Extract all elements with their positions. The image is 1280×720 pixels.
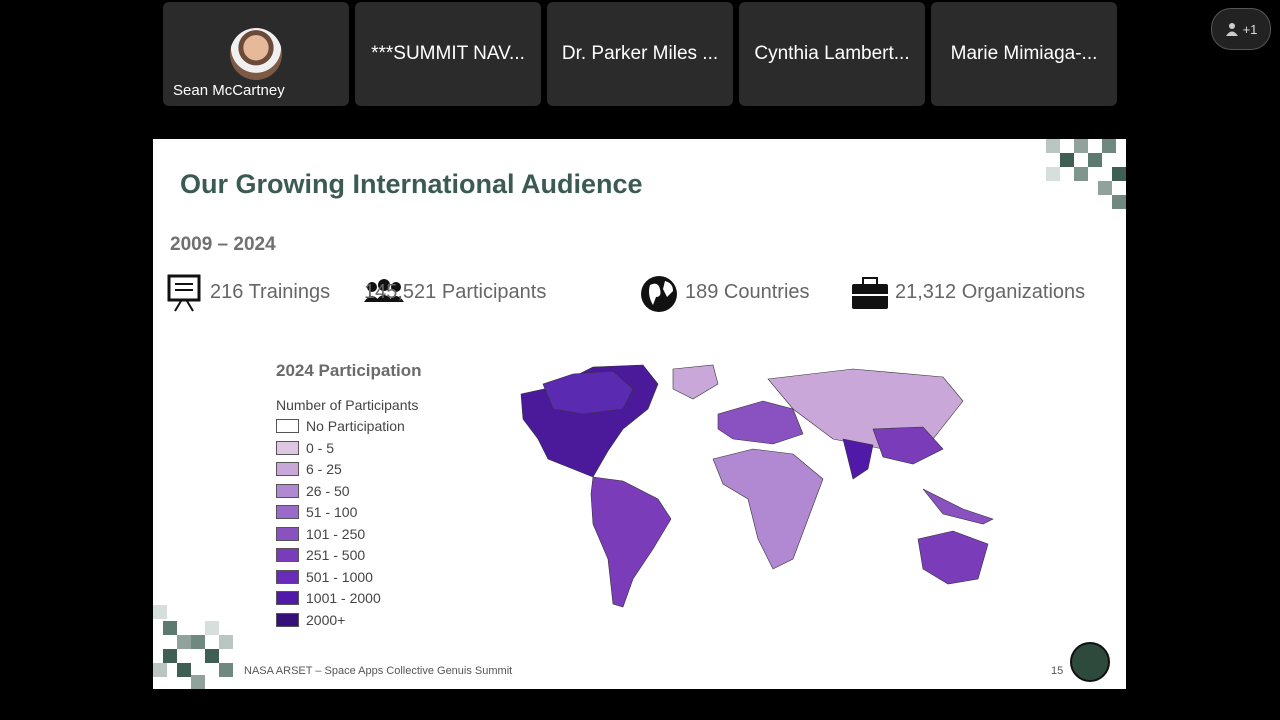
period: 2009 – 2024	[170, 234, 276, 255]
legend-item: 251 - 500	[276, 547, 365, 563]
participant-tile[interactable]: Cynthia Lambert...	[739, 2, 925, 106]
slide-title: Our Growing International Audience	[180, 169, 643, 199]
legend-swatch	[276, 526, 299, 541]
legend-item: 1001 - 2000	[276, 590, 381, 606]
slide-graphics	[153, 139, 1126, 689]
avatar	[230, 28, 282, 80]
participant-name: Dr. Parker Miles ...	[561, 43, 719, 64]
legend-label: 51 - 100	[306, 504, 358, 520]
legend-label: 101 - 250	[306, 525, 366, 542]
participant-name: Marie Mimiaga-...	[950, 43, 1098, 64]
legend-label: No Participation	[306, 418, 405, 434]
legend-swatch	[276, 419, 299, 433]
legend-label: 501 - 1000	[306, 568, 373, 585]
legend-item: 0 - 5	[276, 440, 334, 456]
participant-tile[interactable]: Marie Mimiaga-...	[931, 2, 1117, 106]
legend-swatch	[276, 591, 299, 605]
legend-label: 2000+	[306, 611, 346, 628]
corner-pattern	[153, 139, 1126, 689]
legend-swatch	[276, 440, 299, 455]
page-number: 15	[1051, 665, 1064, 677]
legend-label: 251 - 500	[306, 547, 366, 563]
stat: 189 Countries	[685, 281, 810, 303]
legend-title: 2024 Participation	[276, 361, 422, 380]
legend-item: No Participation	[276, 418, 405, 434]
stat: 21,312 Organizations	[895, 281, 1086, 303]
legend-swatch	[276, 569, 299, 584]
legend-swatch	[276, 612, 299, 627]
overflow-badge[interactable]: +1	[1211, 8, 1271, 50]
world-map	[520, 364, 994, 608]
participant-name: Cynthia Lambert...	[754, 43, 910, 64]
legend-swatch	[276, 548, 299, 562]
participant-name: ***SUMMIT NAV...	[371, 43, 525, 64]
participant-tile[interactable]: Dr. Parker Miles ...	[547, 2, 733, 106]
legend-swatch	[276, 462, 299, 476]
legend-label: 0 - 5	[306, 439, 335, 456]
legend-swatch	[276, 483, 299, 498]
legend-item: 6 - 25	[276, 461, 342, 477]
legend-swatch	[276, 505, 299, 519]
legend-item: 2000+	[276, 612, 345, 628]
stat: 145,521 Participants	[364, 281, 547, 303]
stat: 216 Trainings	[210, 281, 331, 303]
legend-item: 501 - 1000	[276, 569, 373, 585]
legend-item: 26 - 50	[276, 483, 350, 499]
legend-item: 101 - 250	[276, 526, 365, 542]
stat-icons	[167, 274, 888, 312]
participant-tile[interactable]: ***SUMMIT NAV...	[355, 2, 541, 106]
overflow-count: +1	[1242, 21, 1258, 37]
participant-name: Sean McCartney	[173, 82, 285, 99]
footer: NASA ARSET – Space Apps Collective Genui…	[244, 665, 513, 677]
legend-label: 26 - 50	[306, 482, 350, 499]
legend-item: 51 - 100	[276, 504, 357, 520]
logo	[1070, 642, 1110, 682]
slide: Our Growing International Audience 2009 …	[153, 139, 1126, 689]
person-icon	[1225, 23, 1238, 36]
legend-label: 6 - 25	[306, 461, 342, 477]
legend-label: 1001 - 2000	[306, 590, 381, 606]
participant-tile[interactable]: Sean McCartney	[163, 2, 349, 106]
legend-subtitle: Number of Participants	[276, 397, 419, 413]
